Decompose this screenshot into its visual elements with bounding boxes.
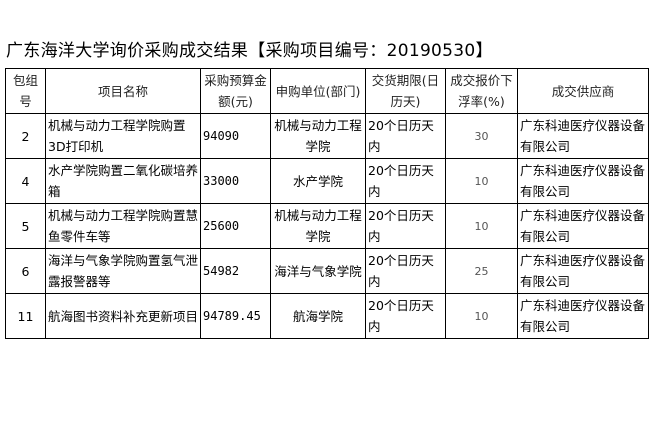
page-title: 广东海洋大学询价采购成交结果【采购项目编号：20190530】: [6, 41, 493, 61]
header-row: 包组号 项目名称 采购预算金额(元) 申购单位(部门) 交货期限(日历天) 成交…: [5, 68, 649, 114]
package-number-cell: 4: [5, 158, 46, 204]
department-cell: 海洋与气象学院: [270, 248, 366, 294]
project-name-cell: 机械与动力工程学院购置慧鱼零件车等: [45, 203, 201, 249]
header-name: 项目名称: [45, 68, 201, 114]
header-pkg: 包组号: [5, 68, 46, 114]
package-number-cell: 5: [5, 203, 46, 249]
department-cell: 机械与动力工程学院: [270, 203, 366, 249]
delivery-period-cell: 20个日历天内: [365, 248, 446, 294]
budget-cell: 54982: [200, 248, 271, 294]
department-cell: 机械与动力工程学院: [270, 113, 366, 159]
header-supplier: 成交供应商: [517, 68, 649, 114]
project-name-cell: 机械与动力工程学院购置3D打印机: [45, 113, 201, 159]
table-row: 2 机械与动力工程学院购置3D打印机 94090 机械与动力工程学院 20个日历天内 30…: [5, 113, 649, 159]
package-number-cell: 6: [5, 248, 46, 294]
supplier-cell: 广东科迪医疗仪器设备有限公司: [517, 203, 649, 249]
discount-rate-cell: 30: [445, 113, 518, 159]
project-name-cell: 海洋与气象学院购置氢气泄露报警器等: [45, 248, 201, 294]
department-cell: 航海学院: [270, 293, 366, 339]
supplier-cell: 广东科迪医疗仪器设备有限公司: [517, 158, 649, 204]
supplier-cell: 广东科迪医疗仪器设备有限公司: [517, 113, 649, 159]
package-number-cell: 2: [5, 113, 46, 159]
project-name-cell: 水产学院购置二氧化碳培养箱: [45, 158, 201, 204]
header-rate: 成交报价下浮率(%): [445, 68, 518, 114]
budget-cell: 94789.45: [200, 293, 271, 339]
budget-cell: 25600: [200, 203, 271, 249]
results-table: 包组号 项目名称 采购预算金额(元) 申购单位(部门) 交货期限(日历天) 成交…: [5, 68, 649, 339]
discount-rate-cell: 25: [445, 248, 518, 294]
header-delivery: 交货期限(日历天): [365, 68, 446, 114]
project-name-cell: 航海图书资料补充更新项目: [45, 293, 201, 339]
table-row: 6 海洋与气象学院购置氢气泄露报警器等 54982 海洋与气象学院 20个日历天内 25 广…: [5, 248, 649, 294]
delivery-period-cell: 20个日历天内: [365, 158, 446, 204]
table-row: 11 航海图书资料补充更新项目 94789.45 航海学院 20个日历天内 10 广东科迪医…: [5, 293, 649, 339]
delivery-period-cell: 20个日历天内: [365, 113, 446, 159]
discount-rate-cell: 10: [445, 158, 518, 204]
supplier-cell: 广东科迪医疗仪器设备有限公司: [517, 293, 649, 339]
department-cell: 水产学院: [270, 158, 366, 204]
table-row: 5 机械与动力工程学院购置慧鱼零件车等 25600 机械与动力工程学院 20个日历天内 1…: [5, 203, 649, 249]
table-row: 4 水产学院购置二氧化碳培养箱 33000 水产学院 20个日历天内 10 广东科迪医疗仪器…: [5, 158, 649, 204]
delivery-period-cell: 20个日历天内: [365, 293, 446, 339]
discount-rate-cell: 10: [445, 293, 518, 339]
delivery-period-cell: 20个日历天内: [365, 203, 446, 249]
supplier-cell: 广东科迪医疗仪器设备有限公司: [517, 248, 649, 294]
header-dept: 申购单位(部门): [270, 68, 366, 114]
package-number-cell: 11: [5, 293, 46, 339]
discount-rate-cell: 10: [445, 203, 518, 249]
header-budget: 采购预算金额(元): [200, 68, 271, 114]
budget-cell: 94090: [200, 113, 271, 159]
budget-cell: 33000: [200, 158, 271, 204]
